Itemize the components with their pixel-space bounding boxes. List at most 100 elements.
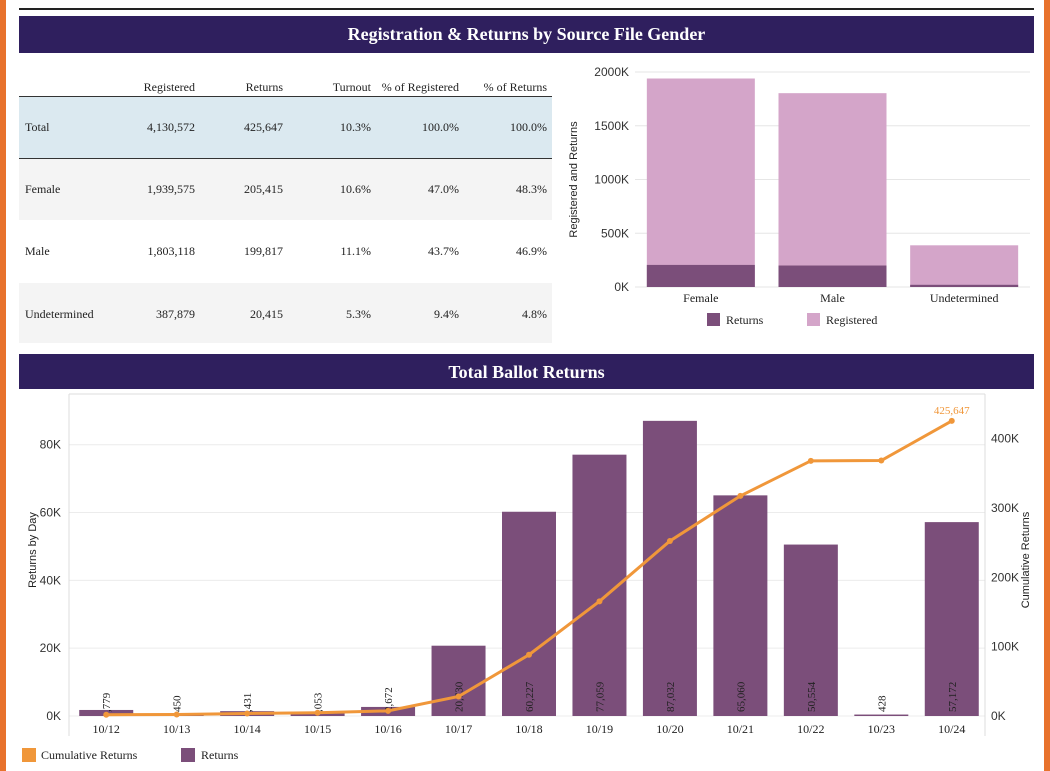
- bar-data-label: 60,227: [524, 681, 536, 712]
- col-header-returns: Returns: [245, 80, 283, 94]
- bar-data-label: 428: [876, 695, 888, 712]
- bar-data-label: 450: [172, 695, 184, 712]
- cell-pct-returns: 4.8%: [522, 307, 547, 321]
- daily-returns-chart: 0K 20K 40K 60K 80K 0K 100K 200K 300K 400K Returns …: [22, 393, 1032, 762]
- cell-turnout: 10.6%: [340, 182, 371, 196]
- col-header-registered: Registered: [143, 80, 195, 94]
- cumulative-point: [244, 710, 251, 717]
- col-header-pct-registered: % of Registered: [381, 80, 459, 94]
- y-tick-label: 500K: [601, 226, 629, 240]
- row-label: Undetermined: [25, 307, 94, 321]
- left-accent-border: [0, 0, 6, 771]
- bar-returns: [854, 714, 909, 716]
- y-axis-label: Returns by Day: [27, 512, 39, 588]
- cumulative-point: [948, 417, 955, 424]
- cumulative-point: [526, 651, 532, 658]
- cumulative-point: [103, 711, 110, 718]
- cell-pct-returns: 46.9%: [516, 244, 547, 258]
- last-point-label: 425,647: [934, 405, 970, 417]
- table-row-male: Male 1,803,118 199,817 11.1% 43.7% 46.9%: [19, 220, 552, 283]
- x-tick-label: 10/24: [938, 722, 965, 736]
- y-tick-label: 80K: [40, 438, 61, 452]
- x-tick-label: 10/14: [233, 722, 260, 736]
- x-tick-label: 10/23: [868, 722, 895, 736]
- x-tick-label: 10/12: [93, 722, 120, 736]
- bar-registered: [646, 78, 755, 287]
- bar-returns: [783, 544, 838, 716]
- bar-registered: [910, 245, 1019, 287]
- y2-tick-label: 0K: [991, 709, 1006, 723]
- col-header-pct-returns: % of Returns: [483, 80, 547, 94]
- cell-pct-returns: 48.3%: [516, 182, 547, 196]
- bar-data-label: 87,032: [665, 682, 677, 712]
- bar-registered: [778, 93, 887, 287]
- cell-pct-registered: 47.0%: [428, 182, 459, 196]
- cell-pct-registered: 43.7%: [428, 244, 459, 258]
- cell-returns: 199,817: [244, 244, 283, 258]
- x-tick-label: Male: [820, 291, 845, 305]
- legend-label-returns: Returns: [726, 313, 764, 327]
- y-tick-label: 2000K: [594, 65, 629, 79]
- x-tick-label: Undetermined: [930, 291, 999, 305]
- legend-label-registered: Registered: [826, 313, 877, 327]
- cumulative-point: [455, 693, 462, 700]
- legend-swatch-registered: [807, 313, 820, 326]
- cumulative-point: [385, 707, 392, 714]
- legend-swatch-returns: [707, 313, 720, 326]
- x-tick-label: 10/15: [304, 722, 331, 736]
- cumulative-point: [173, 711, 180, 718]
- bar-returns: [778, 265, 887, 287]
- bar-data-label: 77,059: [594, 681, 606, 712]
- bar-returns: [502, 511, 556, 716]
- legend-swatch-cumulative: [22, 748, 36, 762]
- section-title-registration: Registration & Returns by Source File Ge…: [19, 16, 1034, 53]
- bar-data-label: ,053: [313, 692, 325, 712]
- table-row-total: Total 4,130,572 425,647 10.3% 100.0% 100…: [19, 97, 552, 159]
- y2-tick-label: 200K: [991, 570, 1019, 584]
- x-tick-label: 10/20: [656, 722, 683, 736]
- cell-turnout: 5.3%: [346, 307, 371, 321]
- bar-data-label: ,779: [101, 692, 113, 712]
- section-title-ballot-returns: Total Ballot Returns: [19, 354, 1034, 389]
- cumulative-point: [314, 709, 321, 716]
- cumulative-point: [666, 537, 673, 544]
- cell-returns: 425,647: [244, 120, 283, 134]
- y2-tick-label: 300K: [991, 501, 1019, 515]
- cell-registered: 1,803,118: [147, 244, 195, 258]
- x-tick-label: 10/16: [374, 722, 401, 736]
- x-tick-label: 10/18: [515, 722, 542, 736]
- cell-pct-returns: 100.0%: [510, 120, 547, 134]
- cell-registered: 387,879: [156, 307, 195, 321]
- x-tick-label: 10/21: [727, 722, 754, 736]
- cumulative-point: [596, 598, 603, 605]
- bar-returns: [910, 284, 1019, 287]
- x-tick-label: 10/22: [797, 722, 824, 736]
- bar-returns: [924, 522, 979, 716]
- row-label: Female: [25, 182, 61, 196]
- bar-returns: [431, 645, 486, 716]
- x-tick-label: Female: [683, 291, 718, 305]
- cell-pct-registered: 100.0%: [422, 120, 459, 134]
- y-axis-label: Registered and Returns: [568, 121, 580, 238]
- header-divider: [19, 96, 552, 97]
- y-tick-label: 20K: [40, 641, 61, 655]
- cell-registered: 4,130,572: [147, 120, 195, 134]
- right-accent-border: [1044, 0, 1050, 771]
- bar-data-label: 57,172: [947, 682, 959, 712]
- y2-axis-label: Cumulative Returns: [1020, 511, 1032, 608]
- bar-data-label: 2,672: [383, 687, 395, 712]
- y2-tick-label: 400K: [991, 432, 1019, 446]
- y-tick-label: 60K: [40, 506, 61, 520]
- cumulative-point: [878, 457, 885, 464]
- y-tick-label: 1000K: [594, 173, 629, 187]
- cell-registered: 1,939,575: [147, 182, 195, 196]
- bar-returns: [642, 420, 697, 716]
- table-row-female: Female 1,939,575 205,415 10.6% 47.0% 48.…: [19, 159, 552, 220]
- cell-pct-registered: 9.4%: [434, 307, 459, 321]
- bar-data-label: ,431: [242, 693, 254, 712]
- x-tick-label: 10/17: [445, 722, 472, 736]
- bar-data-label: 50,554: [806, 681, 818, 712]
- y2-tick-label: 100K: [991, 640, 1019, 654]
- row-label: Total: [25, 120, 50, 134]
- legend-swatch-returns: [181, 748, 195, 762]
